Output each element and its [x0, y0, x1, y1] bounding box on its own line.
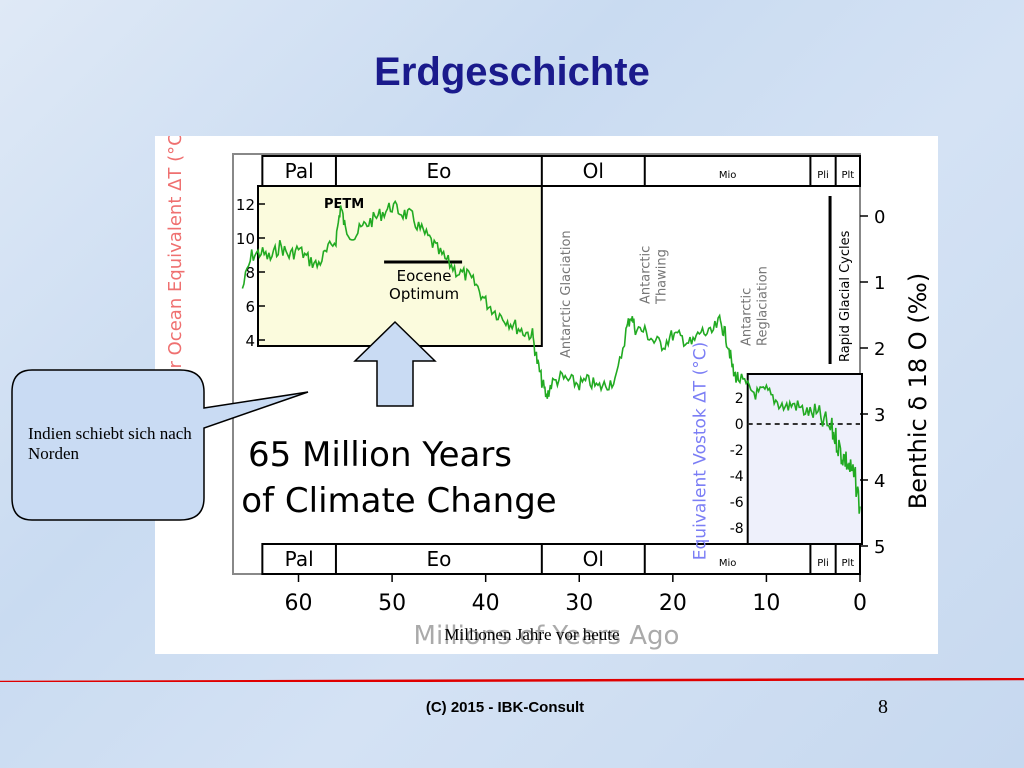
epoch-label-eo: Eo [426, 159, 451, 183]
right-tick-label: 5 [874, 537, 885, 558]
epoch-label-plt: Plt [841, 558, 854, 569]
right-tick-label: 2 [874, 339, 885, 360]
epoch-label-pli: Pli [817, 558, 829, 569]
annotation-eocene-1: Eocene [397, 267, 452, 285]
epoch-row-bottom [261, 543, 861, 575]
epoch-label-pal: Pal [285, 159, 314, 183]
climate-chart: Pal Eo Ol Mio Pli Plt Pal Eo Ol Mio Pli Plt 12 10 8 6 4 P… [155, 136, 938, 654]
vostok-tick-label: 0 [735, 417, 744, 433]
x-tick-label: 40 [472, 591, 500, 616]
axis-caption: Millionen Jahre vor heute [444, 625, 620, 644]
epoch-label-plt: Plt [841, 170, 854, 181]
callout-shape [11, 369, 309, 521]
annotation-eocene-2: Optimum [389, 285, 459, 303]
annotation-glacial-cycles: Rapid Glacial Cycles [838, 230, 853, 362]
epoch-label-ol: Ol [583, 547, 604, 571]
epoch-label-pal: Pal [285, 547, 314, 571]
epoch-row-top [261, 155, 861, 187]
annotation-thawing-2: Thawing [654, 249, 669, 305]
chart-title-1: 65 Million Years [248, 435, 512, 475]
slide-title: Erdgeschichte [374, 50, 650, 94]
footer-copyright: (C) 2015 - IBK-Consult [425, 699, 585, 716]
chart-title-2: of Climate Change [241, 481, 556, 521]
x-tick-label: 20 [659, 591, 687, 616]
x-tick-label: 50 [378, 591, 406, 616]
callout-text: Indien schiebt sich nach Norden [28, 424, 192, 463]
epoch-label-pli: Pli [817, 170, 829, 181]
annotation-glaciation: Antarctic Glaciation [559, 230, 574, 358]
epoch-label-mio: Mio [719, 558, 737, 569]
x-tick-label: 0 [853, 591, 867, 616]
vostok-tick-label: -6 [730, 495, 744, 511]
left-tick-label: 8 [245, 264, 255, 282]
annotation-petm: PETM [324, 197, 364, 212]
x-tick-label: 10 [752, 591, 780, 616]
vostok-axis-label: Equivalent Vostok ΔT (°C) [691, 342, 711, 560]
epoch-label-mio: Mio [719, 170, 737, 181]
epoch-label-eo: Eo [426, 547, 451, 571]
right-tick-label: 3 [874, 405, 885, 426]
epoch-label-ol: Ol [583, 159, 604, 183]
divider-line [0, 678, 1024, 682]
x-tick-label: 30 [565, 591, 593, 616]
right-tick-label: 4 [874, 471, 885, 492]
vostok-tick-label: -4 [730, 469, 744, 485]
vostok-tick-label: -2 [730, 443, 744, 459]
left-tick-label: 6 [245, 298, 255, 316]
series-line [241, 199, 861, 514]
right-tick-label: 0 [874, 207, 885, 228]
annotation-thawing-1: Antarctic [638, 246, 653, 304]
left-tick-label: 4 [245, 332, 255, 350]
page-number: 8 [878, 696, 888, 718]
polar-inset-box [257, 185, 543, 347]
callout-bubble: Indien schiebt sich nach Norden [10, 368, 309, 522]
annotation-reglaciation-2: Reglaciation [755, 266, 770, 346]
left-tick-label: 10 [236, 230, 255, 248]
left-tick-label: 12 [236, 196, 255, 214]
annotation-reglaciation-1: Antarctic [739, 288, 754, 346]
x-tick-label: 60 [285, 591, 313, 616]
x-axis-label: Millions of Years Ago [414, 621, 680, 651]
right-axis-label: Benthic δ 18 O (‰) [904, 273, 932, 509]
up-arrow [353, 320, 437, 407]
left-axis-label: Polar Ocean Equivalent ΔT (°C) [165, 136, 186, 406]
vostok-tick-label: 2 [735, 391, 744, 407]
vostok-tick-label: -8 [730, 521, 744, 537]
right-tick-label: 1 [874, 273, 885, 294]
